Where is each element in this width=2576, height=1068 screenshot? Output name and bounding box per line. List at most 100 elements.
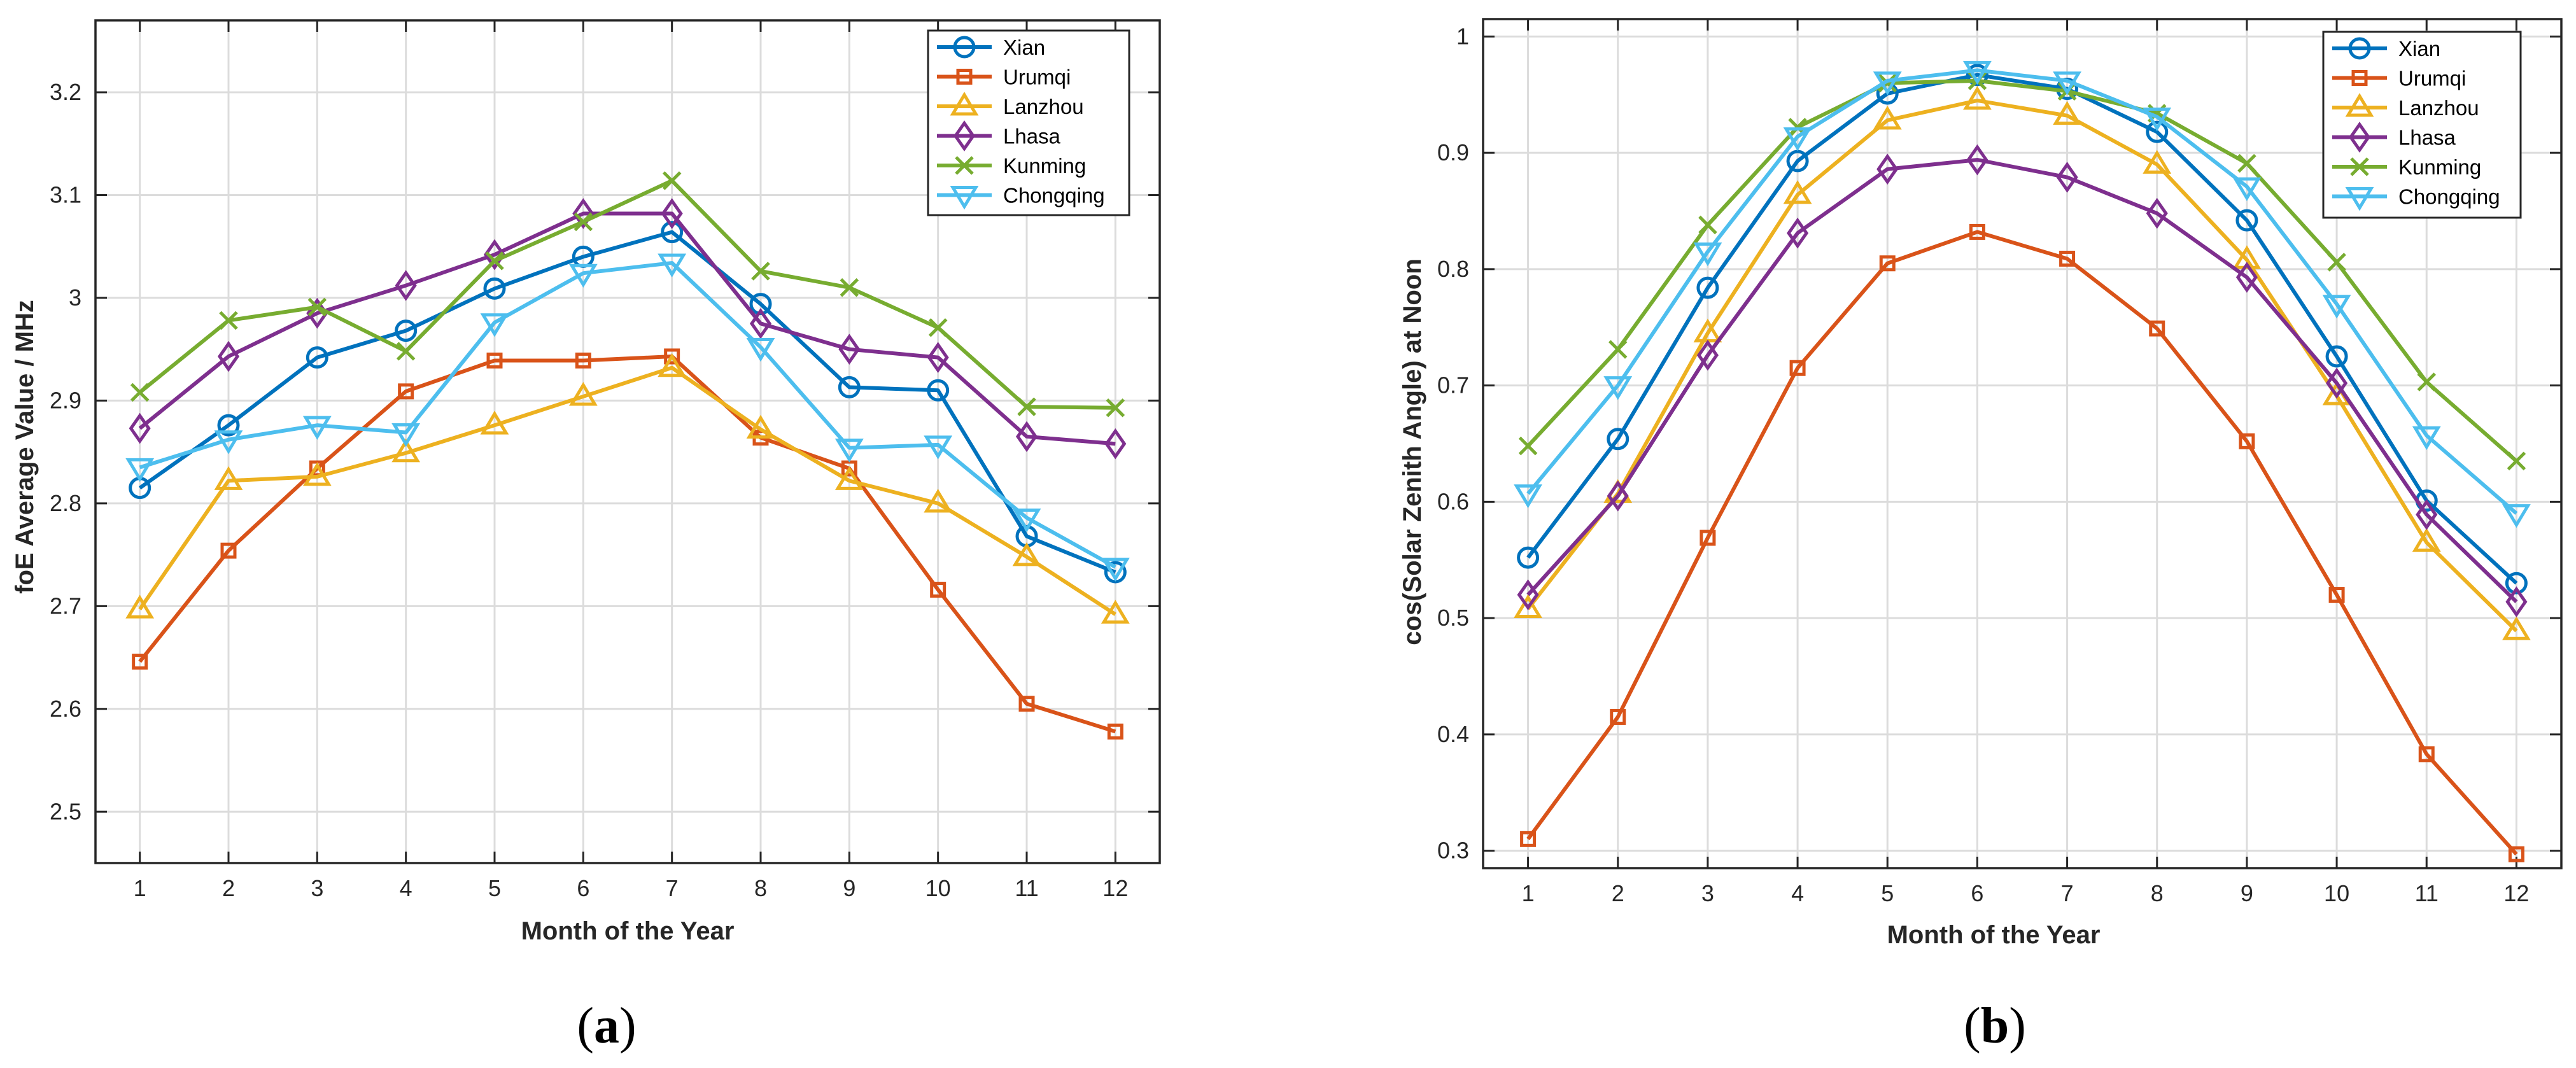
panel-b-point-xian (2146, 120, 2169, 143)
panel-a-legend-label-chongqing: Chongqing (1003, 184, 1105, 207)
panel-a-legend-label-lhasa: Lhasa (1003, 125, 1061, 148)
panel-a-ytick-label: 2.7 (50, 593, 81, 619)
panel-b-xtick-label: 4 (1791, 880, 1804, 906)
panel-a-point-lanzhou (746, 414, 775, 439)
panel-a-line-chongqing (139, 261, 1116, 569)
panel-b-point-kunming (1698, 215, 1717, 235)
panel-b-xtick-label: 12 (2503, 880, 2529, 906)
panel-a-point-kunming (485, 251, 504, 271)
panel-b-point-chongqing (1873, 71, 1902, 95)
panel-b-point-chongqing (1603, 376, 1633, 400)
panel-a-legend-marker-lhasa (953, 120, 976, 151)
panel-a-series-lanzhou (125, 353, 1130, 624)
panel-b-point-lhasa (1517, 579, 1539, 610)
panel-a-ytick-label: 2.8 (50, 490, 81, 516)
panel-a-point-lhasa (838, 334, 861, 365)
panel-b-xtick-label: 11 (2415, 880, 2439, 906)
panel-b-xtick-label: 3 (1701, 880, 1714, 906)
panel-a-point-lanzhou (125, 594, 155, 619)
panel-a-point-xian (927, 379, 950, 402)
panel-b-point-lanzhou (2232, 245, 2262, 269)
panel-b-point-urumqi (1610, 708, 1626, 725)
panel-a-xtick-label: 11 (1015, 875, 1038, 901)
panel-a-point-chongqing (658, 253, 687, 278)
panel-a-point-lanzhou (568, 382, 598, 406)
panel-a-xtick-label: 2 (222, 875, 235, 901)
panel-a-point-lhasa (129, 412, 151, 444)
panel-b-legend-label-xian: Xian (2398, 37, 2440, 60)
panel-a-point-chongqing (480, 313, 509, 337)
panel-b-point-kunming (1518, 436, 1538, 456)
panel-b-point-lhasa (2326, 367, 2348, 399)
panel-b-point-xian (1696, 276, 1719, 299)
panel-a-point-urumqi (1018, 696, 1035, 712)
panel-a-point-xian (661, 221, 684, 244)
panel-b-ylabel: cos(Solar Zenith Angle) at Noon (1398, 258, 1426, 645)
panel-b-xtick-label: 2 (1612, 880, 1624, 906)
panel-a-point-chongqing (214, 430, 243, 454)
panel-a-point-chongqing (391, 423, 421, 447)
panel-a-legend-marker-chongqing (950, 186, 979, 210)
panel-b-point-urumqi (2418, 746, 2435, 762)
panel-b-line-lanzhou (1526, 98, 2518, 633)
panel-b-point-urumqi (1520, 831, 1537, 847)
panel-a-legend-marker-urumqi (956, 69, 973, 85)
panel-b-ytick-label: 0.9 (1437, 139, 1469, 165)
panel-a-series-lhasa (129, 198, 1127, 460)
panel-a-xtick-label: 3 (311, 875, 323, 901)
panel-a-xtick-label: 5 (488, 875, 501, 901)
panel-b-xtick-label: 6 (1971, 880, 1983, 906)
panel-a-ytick-label: 2.6 (50, 696, 81, 722)
panel-a-ytick-label: 2.9 (50, 387, 81, 413)
panel-b-point-lanzhou (2053, 101, 2081, 125)
panel-b-point-kunming (1608, 340, 1628, 359)
panel-a-point-lhasa (572, 198, 595, 229)
panel-b-legend-label-kunming: Kunming (2398, 155, 2481, 179)
panel-b-ytick-label: 1 (1456, 23, 1469, 49)
panel-a-legend-label-urumqi: Urumqi (1003, 66, 1071, 89)
panel-b-legend: Xian Urumqi Lanzhou Lhasa Kunming Chongqing (2322, 31, 2522, 219)
panel-b-point-lanzhou (1873, 106, 1902, 130)
panel-b-xtick-label: 8 (2151, 880, 2164, 906)
panel-b-legend-marker-chongqing (2345, 187, 2374, 211)
panel-a-xtick-label: 7 (666, 875, 679, 901)
panel-a-point-lanzhou (480, 411, 509, 435)
panel-b-point-lhasa (2056, 162, 2078, 193)
panel-a-point-lanzhou (1101, 600, 1130, 624)
panel-b-point-urumqi (1969, 223, 1985, 240)
panel-a-point-lhasa (483, 239, 506, 271)
panel-a-chart: 1 2 3 4 5 6 7 8 9 10 11 122.52.62.72.82.933.13.2Xia… (11, 19, 1161, 1054)
panel-a-point-kunming (751, 262, 770, 281)
panel-a-point-lhasa (1015, 421, 1038, 453)
panel-a-point-chongqing (834, 439, 864, 463)
panel-a-point-kunming (1106, 398, 1125, 418)
panel-b-point-urumqi (1700, 530, 1716, 546)
panel-a-xtick-label: 10 (926, 875, 951, 901)
panel-b-point-kunming (1878, 73, 1897, 93)
panel-b-legend-label-lanzhou: Lanzhou (2398, 96, 2479, 120)
panel-b-point-urumqi (2508, 846, 2524, 862)
panel-a-point-chongqing (1101, 558, 1130, 582)
panel-a-point-xian (1104, 561, 1127, 584)
panel-a-legend-label-xian: Xian (1003, 36, 1045, 59)
panel-b-xlabel: Month of the Year (1887, 921, 2101, 949)
panel-a-series-kunming (130, 171, 1125, 418)
panel-b-ytick-label: 0.8 (1437, 256, 1469, 282)
panel-b-axes-box (1482, 18, 2563, 869)
panel-a-xtick-label: 12 (1102, 875, 1128, 901)
panel-b-point-lhasa (2416, 499, 2438, 530)
panel-b-series-chongqing (1514, 60, 2531, 528)
panel-a-point-kunming (662, 171, 682, 190)
panel-a-point-xian (838, 376, 861, 398)
panel-a-xtick-label: 8 (754, 875, 767, 901)
panel-b-line-chongqing (1526, 68, 2518, 515)
panel-a-legend-label-kunming: Kunming (1003, 154, 1086, 178)
panel-a-point-chongqing (1012, 508, 1041, 533)
panel-b-legend-label-lhasa: Lhasa (2398, 126, 2456, 150)
panel-a-point-urumqi (664, 348, 680, 365)
panel-b-point-urumqi (2239, 433, 2255, 449)
panel-b-legend-label-urumqi: Urumqi (2398, 67, 2466, 90)
panel-b-point-lanzhou (2143, 150, 2172, 174)
panel-b-point-lanzhou (2502, 616, 2531, 640)
